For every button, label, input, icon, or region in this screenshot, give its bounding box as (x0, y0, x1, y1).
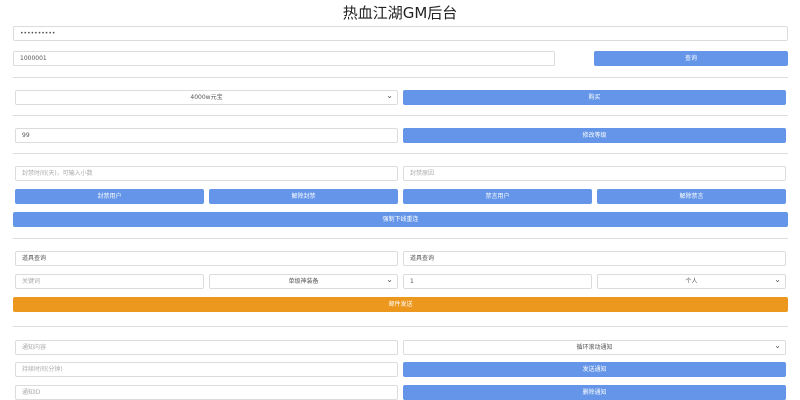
divider (13, 326, 788, 327)
buy-button[interactable]: 购买 (403, 90, 786, 105)
ban-time-input[interactable]: 封禁时间(天)，可输入小数 (15, 166, 398, 181)
divider (13, 115, 788, 116)
mail-content-input[interactable]: 道具查询 (403, 251, 786, 266)
delete-notice-button[interactable]: 删除通知 (403, 385, 786, 400)
change-level-button[interactable]: 修改等级 (403, 128, 786, 143)
force-reconnect-button[interactable]: 强制下线重连 (13, 212, 788, 227)
divider (13, 153, 788, 154)
password-input[interactable]: •••••••••• (13, 26, 788, 41)
user-id-input[interactable]: 1000001 (13, 51, 555, 66)
ban-user-button[interactable]: 封禁用户 (15, 189, 204, 204)
ban-reason-input[interactable]: 封禁原因 (403, 166, 786, 181)
keyword-input[interactable]: 关键词 (15, 274, 204, 289)
unban-user-button[interactable]: 解除封禁 (209, 189, 398, 204)
duration-input[interactable]: 持续时间(分钟) (15, 362, 398, 377)
notice-type-select[interactable]: 循环滚动通知 (403, 339, 786, 355)
notice-content-input[interactable]: 通知内容 (15, 340, 398, 355)
divider (13, 77, 788, 78)
notice-id-input[interactable]: 通知ID (15, 385, 398, 400)
item-select[interactable]: 4000w元宝 (15, 89, 398, 105)
send-notice-button[interactable]: 发送通知 (403, 362, 786, 377)
query-button[interactable]: 查询 (594, 51, 788, 66)
divider (13, 238, 788, 239)
mute-user-button[interactable]: 禁言用户 (403, 189, 592, 204)
target-select[interactable]: 个人 (597, 273, 786, 289)
unmute-user-button[interactable]: 解除禁言 (597, 189, 786, 204)
level-input[interactable]: 99 (15, 128, 398, 143)
mail-title-input[interactable]: 道具查询 (15, 251, 398, 266)
mail-type-select[interactable]: 单级神装备 (209, 273, 398, 289)
page-title: 热血江湖GM后台 (342, 4, 458, 22)
send-mail-button[interactable]: 邮件发送 (13, 297, 788, 312)
quantity-input[interactable]: 1 (403, 274, 592, 289)
